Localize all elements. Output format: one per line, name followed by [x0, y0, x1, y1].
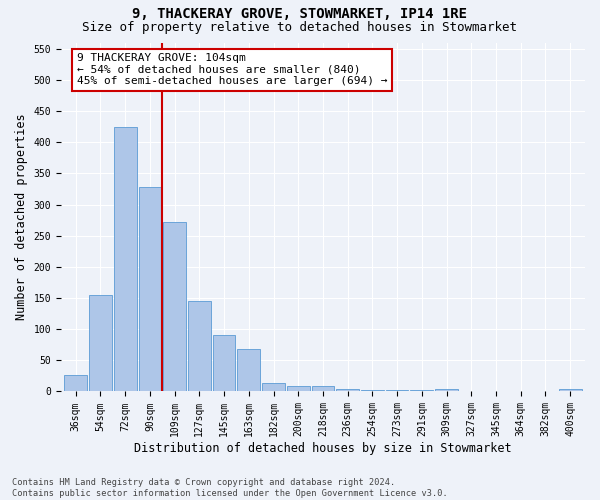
Bar — [485, 391, 508, 392]
Bar — [559, 389, 581, 392]
Bar — [163, 222, 186, 392]
Bar — [238, 349, 260, 392]
X-axis label: Distribution of detached houses by size in Stowmarket: Distribution of detached houses by size … — [134, 442, 512, 455]
Bar — [509, 391, 532, 392]
Bar — [460, 391, 482, 392]
Text: Size of property relative to detached houses in Stowmarket: Size of property relative to detached ho… — [83, 21, 517, 34]
Bar — [188, 301, 211, 392]
Bar — [361, 390, 384, 392]
Bar — [89, 295, 112, 392]
Bar — [337, 389, 359, 392]
Bar — [386, 390, 409, 392]
Bar — [311, 386, 334, 392]
Y-axis label: Number of detached properties: Number of detached properties — [15, 114, 28, 320]
Bar — [212, 336, 235, 392]
Bar — [139, 187, 161, 392]
Text: Contains HM Land Registry data © Crown copyright and database right 2024.
Contai: Contains HM Land Registry data © Crown c… — [12, 478, 448, 498]
Bar — [64, 374, 87, 392]
Bar — [410, 390, 433, 392]
Bar — [435, 389, 458, 392]
Text: 9 THACKERAY GROVE: 104sqm
← 54% of detached houses are smaller (840)
45% of semi: 9 THACKERAY GROVE: 104sqm ← 54% of detac… — [77, 53, 387, 86]
Text: 9, THACKERAY GROVE, STOWMARKET, IP14 1RE: 9, THACKERAY GROVE, STOWMARKET, IP14 1RE — [133, 8, 467, 22]
Bar — [262, 384, 285, 392]
Bar — [287, 386, 310, 392]
Bar — [114, 126, 137, 392]
